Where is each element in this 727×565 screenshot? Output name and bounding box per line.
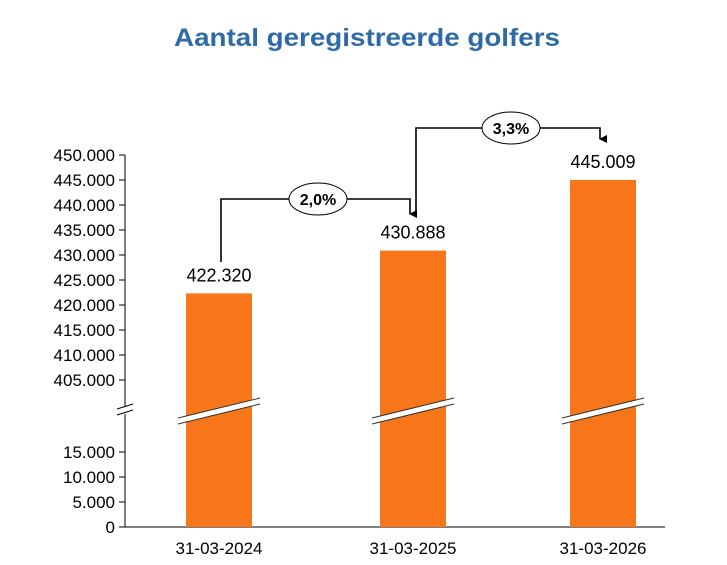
y-tick-label: 445.000 [54, 171, 115, 190]
y-tick-label: 405.000 [54, 371, 115, 390]
y-axis: 405.000 410.000 415.000 420.000 425.000 430.0… [54, 146, 665, 537]
bar [380, 250, 446, 527]
bars: 422.320 31-03-2024 430.888 31-03-2025 445.00… [176, 152, 647, 558]
bar-break-line [561, 397, 645, 419]
bar-break-band [562, 398, 644, 424]
bar-break-line [561, 403, 645, 425]
y-tick-label: 435.000 [54, 221, 115, 240]
y-tick-label: 420.000 [54, 296, 115, 315]
y-tick-label: 430.000 [54, 246, 115, 265]
bar-break-band [372, 398, 454, 424]
axis-break-mark [116, 403, 134, 410]
growth-badge [481, 111, 541, 145]
x-tick-label: 31-03-2026 [560, 539, 647, 558]
bar-break-line [177, 397, 261, 419]
y-tick-label: 15.000 [63, 443, 115, 462]
y-tick-label: 440.000 [54, 196, 115, 215]
bar-break-line [177, 403, 261, 425]
y-tick-label: 425.000 [54, 271, 115, 290]
y-tick-label: 5.000 [72, 493, 115, 512]
data-label: 422.320 [186, 265, 251, 285]
growth-label: 2,0% [300, 192, 336, 209]
axis-break-mark [116, 409, 134, 416]
y-tick-label: 410.000 [54, 346, 115, 365]
y-tick-label: 450.000 [54, 146, 115, 165]
bar-break-line [371, 403, 455, 425]
bar [570, 179, 636, 527]
growth-badge [288, 182, 348, 216]
data-label: 430.888 [380, 223, 445, 243]
x-tick-label: 31-03-2025 [370, 539, 457, 558]
chart-title: Aantal geregistreerde golfers [174, 24, 560, 52]
bar-break-band [178, 398, 260, 424]
data-label: 445.009 [570, 152, 635, 172]
growth-annotations: 2,0% 3,3% [220, 111, 607, 262]
y-tick-label: 10.000 [63, 468, 115, 487]
growth-label: 3,3% [493, 121, 529, 138]
x-tick-label: 31-03-2024 [176, 539, 263, 558]
bar-break-line [371, 397, 455, 419]
y-tick-label: 0 [106, 518, 115, 537]
y-tick-label: 415.000 [54, 321, 115, 340]
